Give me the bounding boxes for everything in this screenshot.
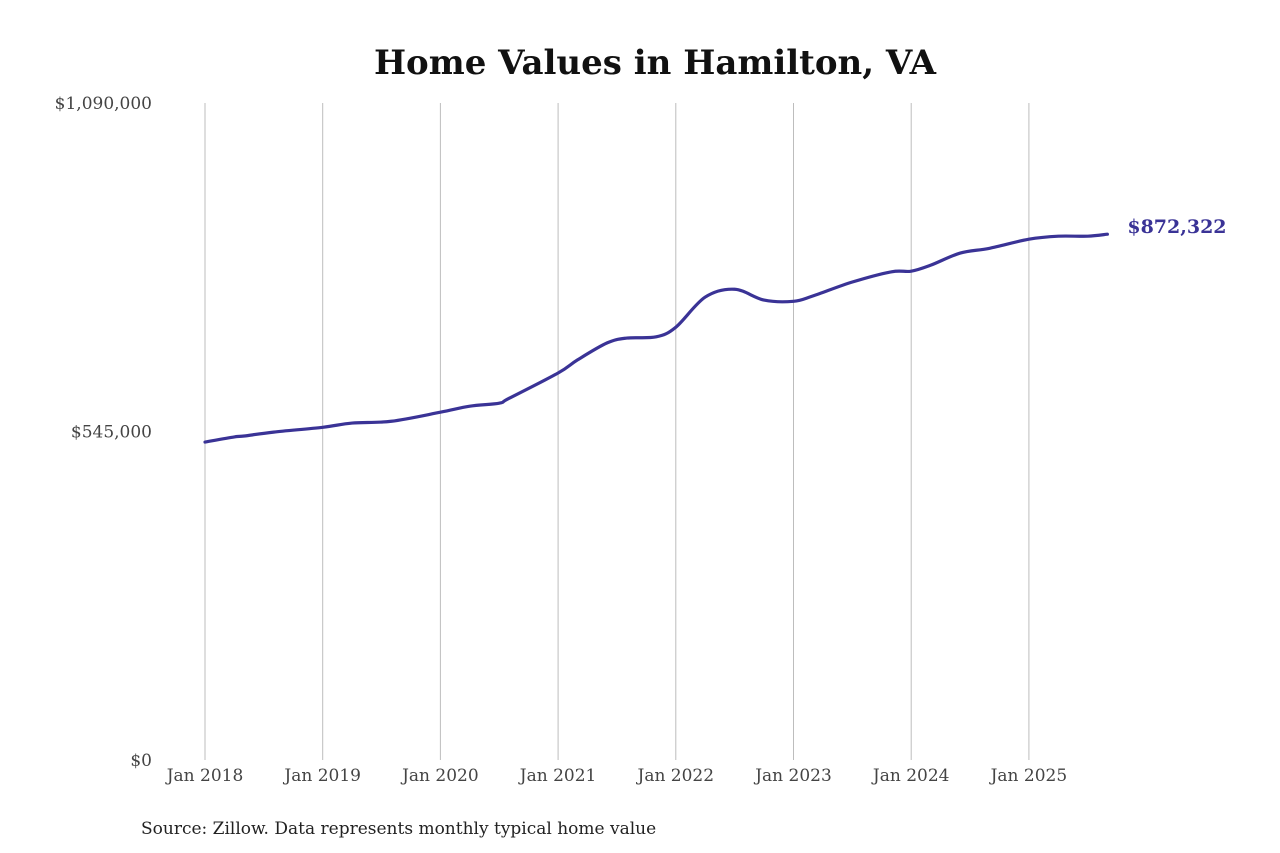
y-tick-label: $545,000 — [71, 423, 152, 443]
x-tick-label: Jan 2020 — [400, 766, 479, 786]
series-line — [203, 232, 1109, 444]
source-note: Source: Zillow. Data represents monthly … — [141, 819, 656, 839]
x-tick-label: Jan 2024 — [871, 766, 950, 786]
x-tick-label: Jan 2022 — [636, 766, 715, 786]
chart-title: Home Values in Hamilton, VA — [374, 43, 937, 83]
x-tick-label: Jan 2025 — [989, 766, 1068, 786]
x-tick-label: Jan 2018 — [165, 766, 244, 786]
x-tick-label: Jan 2023 — [753, 766, 832, 786]
x-tick-label: Jan 2021 — [518, 766, 597, 786]
end-value-label: $872,322 — [1127, 216, 1226, 238]
y-tick-label: $1,090,000 — [55, 94, 152, 114]
x-tick-label: Jan 2019 — [282, 766, 361, 786]
y-tick-label: $0 — [130, 751, 152, 771]
